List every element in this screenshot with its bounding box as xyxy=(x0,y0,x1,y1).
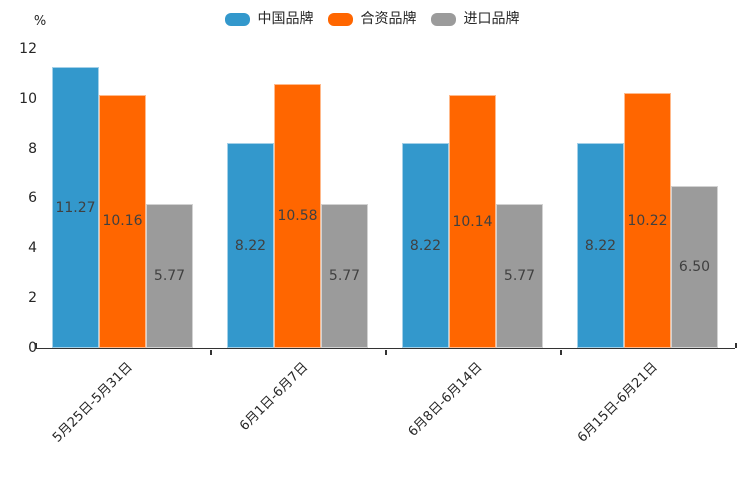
legend-item-1[interactable]: 合资品牌 xyxy=(327,11,417,27)
bar xyxy=(321,204,368,348)
bar xyxy=(449,95,496,348)
x-axis-tick xyxy=(560,349,562,355)
bar xyxy=(577,143,624,348)
bar-value-label: 10.16 xyxy=(102,213,143,230)
bar-value-label: 5.77 xyxy=(153,268,186,285)
legend-item-label: 合资品牌 xyxy=(360,11,417,27)
y-tick-label: 2 xyxy=(28,290,37,307)
x-axis-tick xyxy=(385,349,387,355)
legend-swatch-icon xyxy=(224,12,250,26)
y-tick-label: 12 xyxy=(19,40,37,57)
bar xyxy=(274,84,321,348)
bar-value-label: 5.77 xyxy=(328,268,361,285)
legend-swatch-icon xyxy=(327,12,353,26)
bar-value-label: 11.27 xyxy=(55,199,96,216)
bar xyxy=(227,143,274,348)
legend-swatch-icon xyxy=(430,12,456,26)
y-tick-label: 10 xyxy=(19,90,37,107)
legend-item-2[interactable]: 进口品牌 xyxy=(430,11,520,27)
x-axis-tick xyxy=(735,343,737,348)
bar xyxy=(146,204,193,348)
x-axis-tick xyxy=(35,343,37,348)
legend-item-label: 进口品牌 xyxy=(463,11,520,27)
x-tick-label: 6月15日-6月21日 xyxy=(575,359,661,446)
bar-value-label: 8.22 xyxy=(584,237,617,254)
x-axis-tick xyxy=(210,349,212,355)
y-tick-label: 4 xyxy=(28,240,37,257)
bar-value-label: 10.14 xyxy=(452,213,493,230)
bar-value-label: 8.22 xyxy=(234,237,267,254)
y-axis-unit-label: % xyxy=(33,14,47,29)
bar-value-label: 10.58 xyxy=(277,208,318,225)
x-tick-label: 5月25日-5月31日 xyxy=(50,359,136,446)
legend: 中国品牌 合资品牌 进口品牌 xyxy=(0,8,744,30)
bar xyxy=(671,186,718,348)
legend-item-label: 中国品牌 xyxy=(257,11,314,27)
x-tick-label: 6月8日-6月14日 xyxy=(405,359,486,440)
x-tick-label: 6月1日-6月7日 xyxy=(236,359,311,434)
y-tick-label: 6 xyxy=(28,190,37,207)
legend-item-0[interactable]: 中国品牌 xyxy=(224,11,314,27)
bar-value-label: 8.22 xyxy=(409,237,442,254)
bar-value-label: 6.50 xyxy=(678,259,711,275)
bar-value-label: 5.77 xyxy=(503,268,536,285)
bar xyxy=(52,67,99,348)
bar xyxy=(624,93,671,348)
x-axis-line xyxy=(35,348,735,349)
bar-value-label: 10.22 xyxy=(627,212,668,229)
y-tick-label: 0 xyxy=(28,340,37,356)
bar xyxy=(402,143,449,348)
y-tick-label: 8 xyxy=(28,140,37,157)
bar xyxy=(99,94,146,348)
bar xyxy=(496,204,543,348)
